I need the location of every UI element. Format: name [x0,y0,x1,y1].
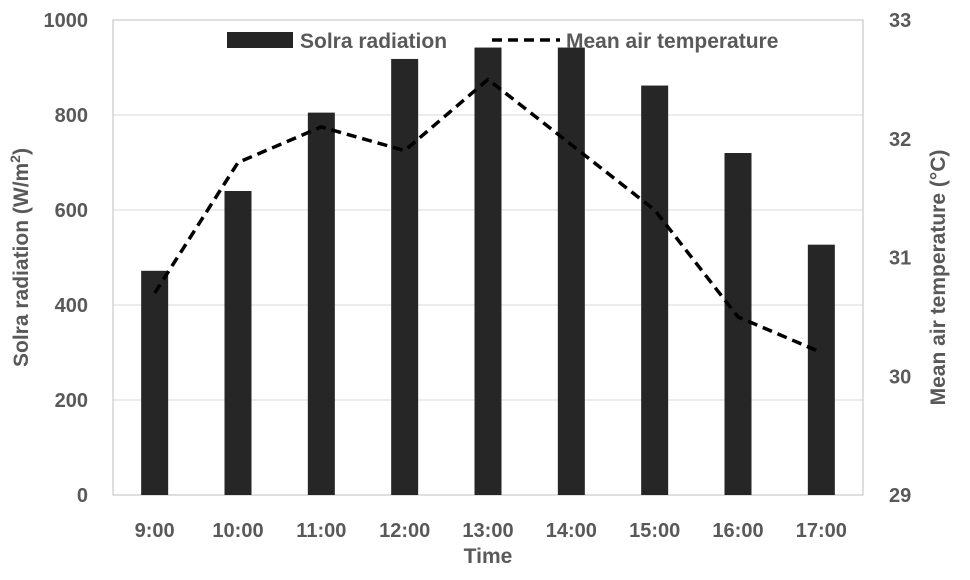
bar [557,47,585,496]
left-tick-label: 600 [55,200,88,222]
left-tick-label: 400 [55,295,88,317]
x-tick-label: 16:00 [712,520,763,542]
x-tick-label: 13:00 [462,520,513,542]
temperature-line [153,77,822,355]
bar [641,85,669,496]
right-tick-label: 31 [889,248,911,270]
left-axis-ticks: 0 200 400 600 800 1000 [44,10,89,507]
legend: Solra radiation Mean air temperature [227,30,778,53]
x-tick-label: 14:00 [546,520,597,542]
right-tick-label: 33 [889,10,911,32]
bar [307,112,335,495]
x-axis-title: Time [464,545,513,568]
bar [807,244,835,495]
left-tick-label: 800 [55,105,88,127]
bar [141,270,169,495]
right-axis-title: Mean air temperature (°C) [927,150,950,406]
bar [474,47,502,496]
x-tick-label: 9:00 [135,520,175,542]
x-axis-ticks: 9:00 10:00 11:00 12:00 13:00 14:00 15:00 16:00 1… [135,520,847,542]
x-tick-label: 12:00 [379,520,430,542]
legend-label-bar: Solra radiation [300,30,447,53]
bar [724,153,752,495]
x-tick-label: 15:00 [629,520,680,542]
left-tick-label: 200 [55,390,88,412]
legend-label-line: Mean air temperature [566,30,778,53]
line-series [153,77,822,355]
left-axis-title: Solra radiation (W/m2) [7,148,33,367]
left-tick-label: 0 [77,485,88,507]
right-tick-label: 29 [889,485,911,507]
x-tick-label: 11:00 [296,520,346,542]
right-tick-label: 32 [889,129,911,151]
bar [391,58,419,495]
right-axis-ticks: 29 30 31 32 33 [889,10,911,507]
x-tick-label: 17:00 [796,520,847,542]
legend-swatch-bar [227,32,293,48]
right-tick-label: 30 [889,366,911,388]
bar-series [141,47,835,496]
bar [224,191,252,495]
x-tick-label: 10:00 [212,520,263,542]
left-tick-label: 1000 [44,10,89,32]
